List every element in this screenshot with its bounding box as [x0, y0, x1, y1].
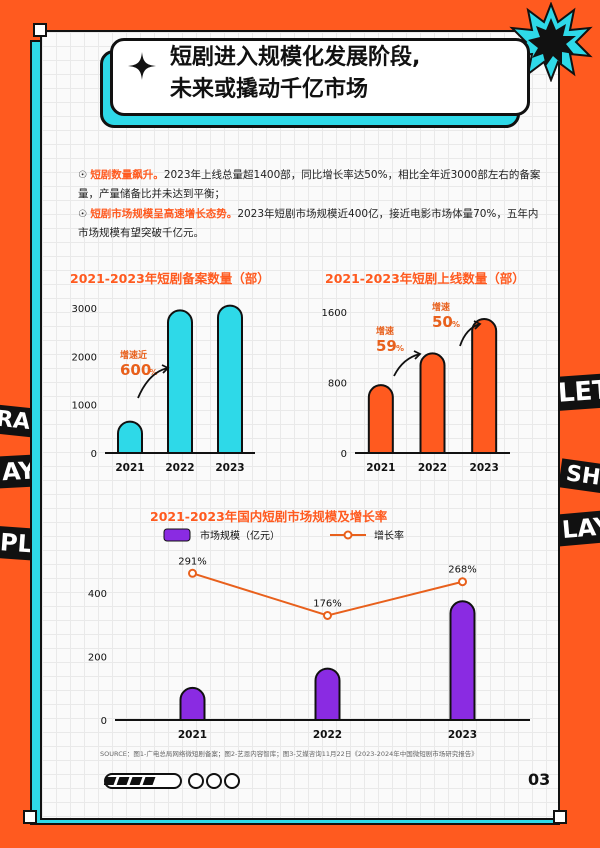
x-tick-label: 2023 — [470, 462, 499, 474]
chart2-annotation-2-label: 增速 — [432, 301, 450, 313]
chart1-title: 2021-2023年短剧备案数量（部） — [70, 271, 270, 286]
chart1-annotation-value: 600 — [120, 361, 151, 379]
starburst-icon — [509, 2, 593, 82]
legend-line-marker — [343, 530, 353, 540]
chart2-title: 2021-2023年短剧上线数量（部） — [325, 271, 525, 286]
source-note: SOURCE：图1-广电总局网络微短剧备案；图2-艺恩内容智库；图3-艾媒咨询1… — [100, 750, 478, 758]
page-number: 03 — [528, 770, 551, 789]
bar — [471, 318, 498, 454]
x-tick-label: 2021 — [366, 462, 395, 474]
corner-bottom-right — [553, 810, 567, 824]
chart2-annotation-1-unit: % — [396, 344, 404, 353]
legend-bar-swatch — [163, 528, 191, 542]
bullet-2-highlight: 短剧市场规模呈高速增长态势。 — [90, 208, 238, 220]
x-tick-label: 2021 — [115, 462, 144, 474]
title-line-1: 短剧进入规模化发展阶段, — [170, 45, 421, 70]
y-tick-label: 3000 — [72, 304, 97, 315]
bullet-2: ☉ 短剧市场规模呈高速增长态势。2023年短剧市场规模近400亿，接近电影市场体… — [78, 205, 548, 243]
y-tick-label: 800 — [328, 379, 347, 390]
bullet-1-highlight: 短剧数量飙升。 — [90, 169, 164, 181]
chart2-annotation-1-label: 增速 — [376, 325, 394, 337]
y-tick-label: 0 — [91, 449, 97, 460]
y-tick-label: 1600 — [322, 308, 347, 319]
x-tick-label: 2021 — [178, 729, 207, 741]
chart2-annotation-1-value: 59 — [376, 337, 397, 355]
chart2-annotation-2-value: 50 — [432, 313, 453, 331]
title-line-2: 未来或撬动千亿市场 — [170, 77, 369, 102]
tape-shi: SHI — [558, 458, 600, 495]
chart-market-size: 0 200 400 市场规模（亿元） 增长率 2021 2022 2023 291% 176% 26… — [88, 528, 530, 741]
legend-line-label: 增长率 — [374, 529, 404, 542]
y-tick-label: 200 — [88, 653, 107, 664]
x-tick-label: 2022 — [165, 462, 194, 474]
chart1-arrow — [137, 367, 169, 399]
chart1-arrow-head — [161, 364, 170, 374]
growth-point — [458, 577, 467, 587]
growth-label: 291% — [178, 556, 207, 567]
chart1-annotation-label: 增速近 — [120, 349, 147, 361]
bullet-2-text: 2023年短剧市场规模近400亿，接近电影市场体量70%，五年内市场规模有望突破… — [78, 208, 539, 239]
check-icon: ☉ — [78, 170, 87, 181]
bar — [449, 600, 476, 721]
bullet-1-text: 2023年上线总量超1400部，同比增长率达50%，相比全年近3000部左右的备… — [78, 169, 541, 200]
y-tick-label: 1000 — [72, 401, 97, 412]
y-tick-label: 2000 — [72, 352, 97, 363]
growth-point — [323, 610, 332, 620]
bullet-1: ☉ 短剧数量飙升。2023年上线总量超1400部，同比增长率达50%，相比全年近… — [78, 166, 548, 204]
chart2-arrow-1-head — [413, 350, 422, 360]
y-tick-label: 400 — [88, 589, 107, 600]
bar — [179, 686, 206, 721]
growth-label: 268% — [448, 565, 477, 576]
legend-bar-label: 市场规模（亿元） — [200, 529, 280, 542]
y-tick-label: 0 — [101, 716, 107, 727]
x-tick-label: 2022 — [313, 729, 342, 741]
x-tick-label: 2023 — [215, 462, 244, 474]
corner-bottom-left — [23, 810, 37, 824]
bar — [217, 304, 243, 454]
bar — [117, 420, 143, 454]
progress-bar-icon — [104, 773, 240, 789]
growth-point — [188, 568, 197, 578]
check-icon: ☉ — [78, 209, 87, 220]
sparkle-icon — [128, 52, 156, 80]
bar — [367, 384, 394, 454]
title-box — [110, 38, 530, 116]
chart2-arrow-2 — [459, 323, 481, 347]
bar — [419, 352, 446, 454]
chart3-title: 2021-2023年国内短剧市场规模及增长率 — [150, 509, 388, 524]
corner-top-left — [33, 23, 47, 37]
bar — [167, 309, 193, 454]
chart2-annotation-2-unit: % — [452, 320, 460, 329]
chart2-arrow-1 — [393, 353, 421, 377]
x-tick-label: 2023 — [448, 729, 477, 741]
y-tick-label: 0 — [341, 449, 347, 460]
x-tick-label: 2022 — [418, 462, 447, 474]
chart1-annotation-unit: % — [150, 368, 158, 377]
bar — [314, 667, 341, 721]
page-title: 短剧进入规模化发展阶段, 未来或撬动千亿市场 — [170, 42, 520, 106]
tape-lay: LAY — [554, 509, 600, 547]
chart2-arrow-2-head — [473, 320, 482, 330]
growth-label: 176% — [313, 598, 342, 609]
